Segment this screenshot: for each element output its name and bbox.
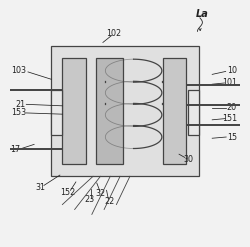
Bar — [163, 58, 186, 164]
Bar — [51, 46, 199, 176]
Bar — [62, 58, 86, 164]
Text: 23: 23 — [84, 195, 94, 204]
Text: La: La — [196, 9, 209, 19]
Text: 15: 15 — [227, 132, 237, 142]
Text: 152: 152 — [60, 188, 75, 197]
Text: 17: 17 — [11, 145, 21, 154]
Bar — [96, 58, 122, 164]
Text: 21: 21 — [16, 100, 26, 109]
Text: 30: 30 — [184, 155, 194, 164]
Text: 10: 10 — [227, 66, 237, 75]
Text: 32: 32 — [96, 189, 106, 198]
Text: 31: 31 — [35, 183, 45, 192]
Text: 101: 101 — [222, 78, 237, 87]
Text: 102: 102 — [106, 29, 122, 38]
Text: 22: 22 — [104, 197, 114, 206]
Bar — [188, 90, 199, 135]
Text: 103: 103 — [11, 66, 26, 75]
Text: 20: 20 — [227, 103, 237, 112]
Bar — [51, 90, 62, 135]
Text: 153: 153 — [11, 108, 26, 117]
Text: 151: 151 — [222, 114, 238, 123]
